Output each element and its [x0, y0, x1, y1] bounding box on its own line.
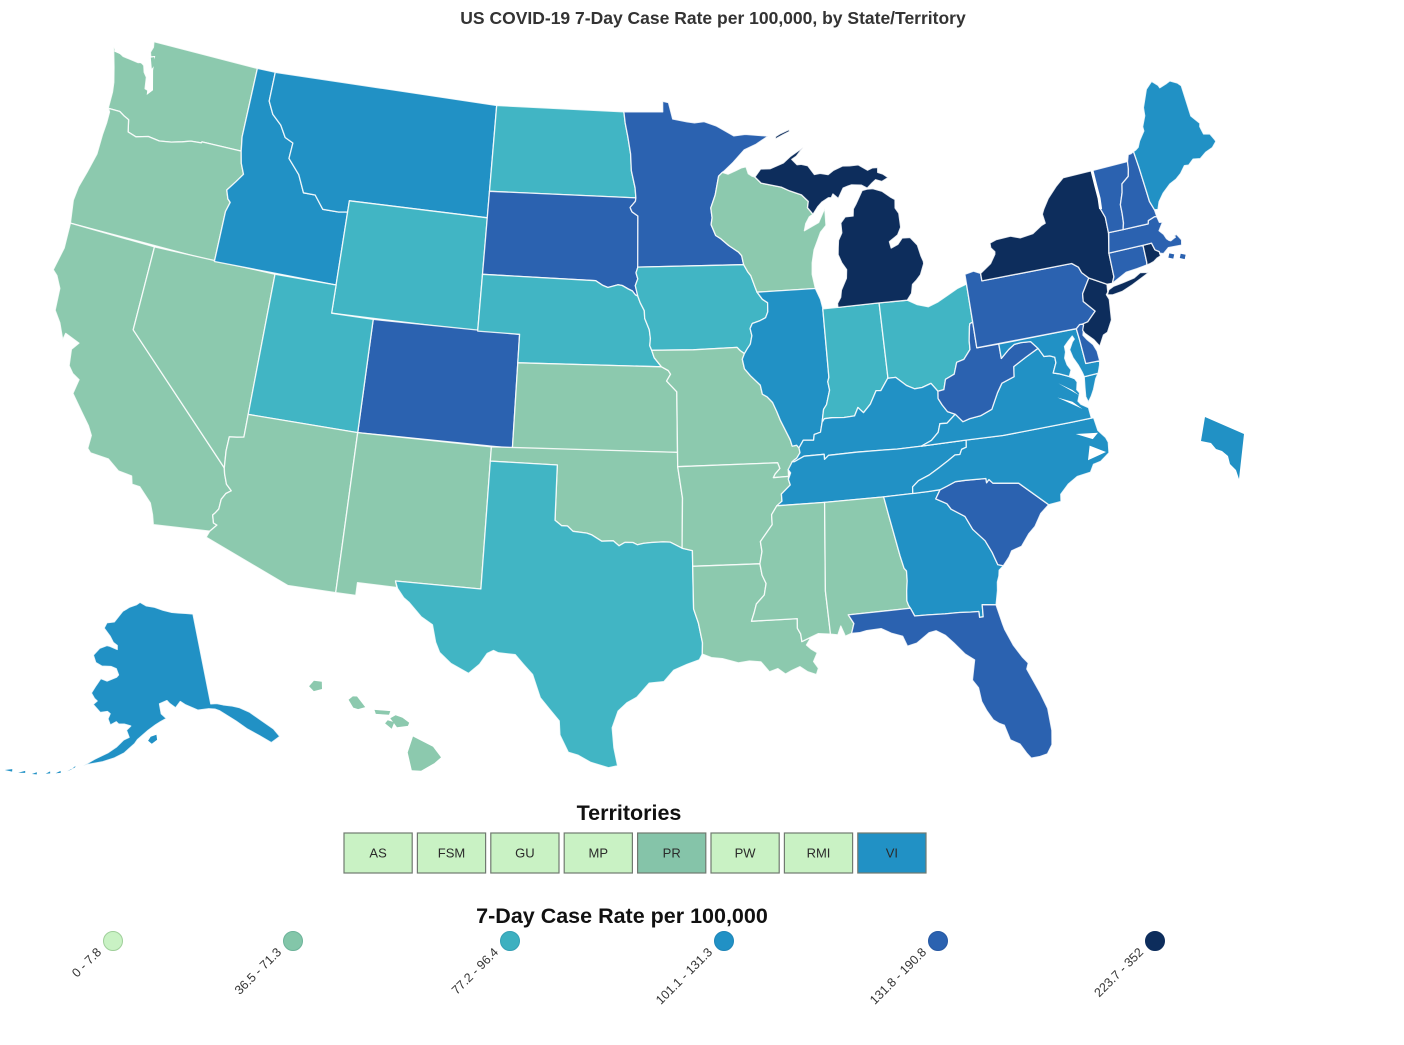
svg-text:MP: MP: [589, 846, 609, 861]
svg-text:US COVID-19 7-Day Case Rate pe: US COVID-19 7-Day Case Rate per 100,000,…: [460, 8, 966, 28]
svg-text:Territories: Territories: [577, 801, 682, 825]
svg-text:7-Day Case Rate per 100,000: 7-Day Case Rate per 100,000: [476, 904, 768, 928]
svg-text:PR: PR: [663, 846, 681, 861]
svg-text:RMI: RMI: [807, 846, 831, 861]
svg-text:VI: VI: [886, 846, 898, 861]
svg-text:PW: PW: [735, 846, 757, 861]
svg-text:AS: AS: [369, 846, 387, 861]
svg-text:GU: GU: [515, 846, 535, 861]
svg-text:FSM: FSM: [438, 846, 465, 861]
